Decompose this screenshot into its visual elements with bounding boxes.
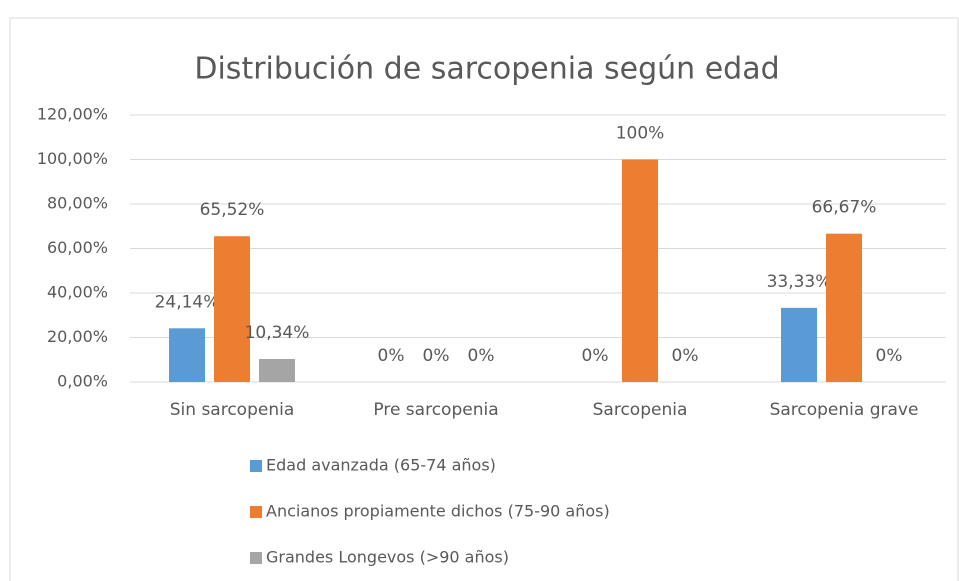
- x-tick-label: Pre sarcopenia: [373, 400, 498, 420]
- data-label: 0%: [378, 346, 405, 366]
- legend-swatch: [250, 460, 262, 472]
- legend-swatch: [250, 552, 262, 564]
- y-tick-label: 60,00%: [47, 238, 108, 257]
- data-label: 0%: [876, 346, 903, 366]
- data-label: 24,14%: [155, 292, 220, 312]
- bar: [214, 236, 250, 382]
- y-tick-label: 100,00%: [37, 149, 108, 168]
- legend-label: Edad avanzada (65-74 años): [266, 456, 496, 475]
- bar: [259, 358, 295, 382]
- bar: [169, 328, 205, 382]
- data-label: 0%: [582, 346, 609, 366]
- bar: [622, 159, 658, 382]
- y-tick-label: 40,00%: [47, 283, 108, 302]
- x-tick-label: Sarcopenia grave: [770, 400, 919, 420]
- data-label: 66,67%: [812, 198, 877, 218]
- data-label: 33,33%: [767, 272, 832, 292]
- legend-label: Grandes Longevos (>90 años): [266, 548, 509, 567]
- legend-label: Ancianos propiamente dichos (75-90 años): [266, 502, 610, 521]
- y-tick-label: 120,00%: [37, 105, 108, 124]
- y-tick-label: 80,00%: [47, 194, 108, 213]
- y-tick-label: 0,00%: [57, 372, 108, 391]
- bar: [826, 233, 862, 382]
- data-label: 0%: [672, 346, 699, 366]
- x-tick-label: Sin sarcopenia: [170, 400, 295, 420]
- data-label: 10,34%: [245, 323, 310, 343]
- data-label: 100%: [616, 124, 665, 144]
- chart-frame: [9, 17, 959, 581]
- data-label: 65,52%: [200, 200, 265, 220]
- chart-title: Distribución de sarcopenia según edad: [194, 52, 779, 87]
- bar: [781, 307, 817, 382]
- data-label: 0%: [423, 346, 450, 366]
- data-label: 0%: [468, 346, 495, 366]
- x-tick-label: Sarcopenia: [593, 400, 688, 420]
- y-tick-label: 20,00%: [47, 327, 108, 346]
- legend-swatch: [250, 506, 262, 518]
